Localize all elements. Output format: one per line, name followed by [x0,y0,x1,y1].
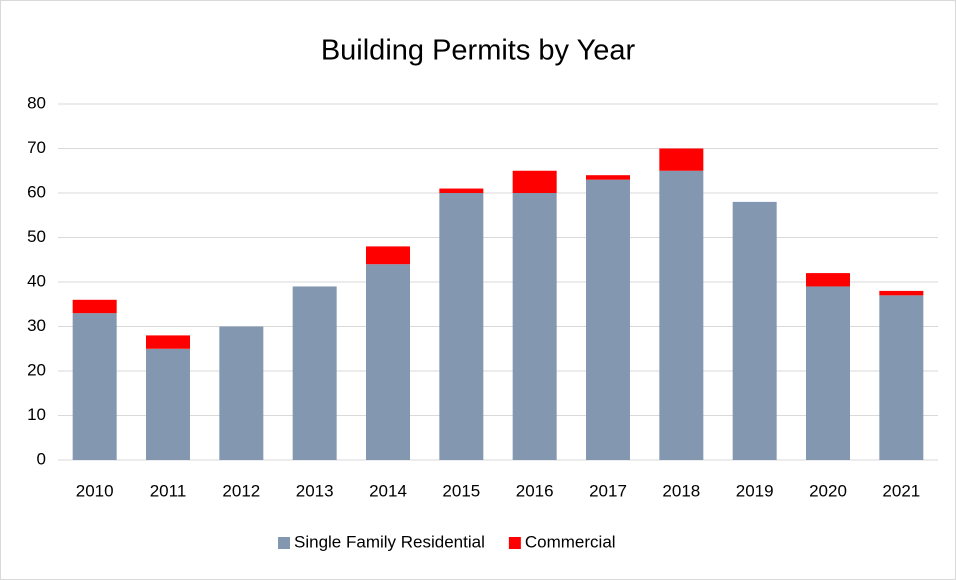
bar-segment [512,170,557,193]
bar-segment [586,179,630,460]
bar-segment [879,290,924,296]
bar-segment [806,273,850,287]
x-tick-label: 2011 [150,481,187,500]
x-tick-label: 2020 [809,481,847,500]
x-tick-label: 2018 [662,481,700,500]
bar-segment [72,299,117,314]
bar-segment [659,148,704,171]
legend-swatch [278,537,290,549]
legend-swatch [508,537,521,549]
bar-segment [879,295,924,460]
x-tick-label: 2015 [442,481,480,500]
bar-segment [366,264,410,460]
bar-segment [439,193,484,460]
y-tick-label: 70 [27,138,46,157]
bar-segment [586,175,630,180]
y-tick-label: 80 [27,93,46,112]
legend-label: Single Family Residential [294,532,485,551]
bar-segment [806,286,850,460]
y-tick-label: 10 [27,405,46,424]
x-tick-label: 2013 [296,481,334,500]
bar-segment [292,286,337,460]
bar-segment [72,313,117,460]
bar-segment [146,348,190,460]
x-tick-label: 2019 [736,481,774,500]
y-tick-label: 40 [27,271,46,290]
x-tick-label: 2010 [76,481,114,500]
x-tick-label: 2012 [222,481,260,500]
x-tick-label: 2016 [516,481,554,500]
y-tick-label: 50 [27,227,46,246]
bar-segment [366,246,410,265]
y-tick-label: 20 [27,360,46,379]
chart-title: Building Permits by Year [321,35,636,67]
y-tick-label: 60 [27,182,46,201]
y-tick-label: 30 [27,316,46,335]
bar-segment [512,193,557,460]
x-tick-label: 2017 [589,481,627,500]
y-tick-label: 0 [37,449,46,468]
bar-segment [219,326,264,460]
x-tick-label: 2014 [369,481,407,500]
bar-segment [732,201,777,460]
bar-segment [439,188,484,193]
bar-segment [659,170,704,460]
bar-segment [146,335,190,349]
legend-label: Commercial [525,532,616,551]
x-tick-label: 2021 [882,481,920,500]
